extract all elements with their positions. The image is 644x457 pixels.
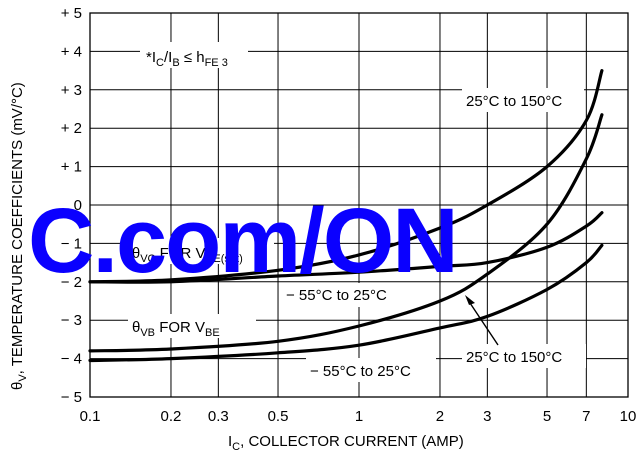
- y-tick-label: − 4: [61, 351, 82, 368]
- svg-text:− 55°C to 25°C: − 55°C to 25°C: [286, 287, 387, 304]
- annotation-theta-vc: *θVC FOR VCE(sat): [124, 238, 274, 265]
- y-tick-label: + 5: [61, 5, 82, 22]
- annotation-lower-cold: − 55°C to 25°C: [306, 358, 436, 382]
- annotation-lower-hot: 25°C to 150°C: [462, 344, 586, 368]
- x-tick-label: 2: [436, 408, 444, 425]
- annotation-upper-hot: 25°C to 150°C: [462, 88, 584, 112]
- y-axis-label: θV, TEMPERATURE COEFFICIENTS (mV/°C): [9, 82, 29, 390]
- annotation-ic-ib: *IC/IB ≤ hFE 3: [140, 42, 248, 69]
- annotation-theta-vb: θVB FOR VBE: [128, 314, 256, 339]
- y-tick-label: + 1: [61, 159, 82, 176]
- tick-labels: 0.1 0.2 0.3 0.5 1 2 3 5 7 10 + 5 + 4 + 3 + 2 + 1 0 − 1 − …: [61, 5, 637, 425]
- annotation-upper-cold: − 55°C to 25°C: [282, 283, 418, 307]
- x-tick-label: 10: [620, 408, 637, 425]
- x-tick-label: 5: [543, 408, 551, 425]
- svg-text:*IC/IB ≤ hFE 3: *IC/IB ≤ hFE 3: [146, 49, 228, 69]
- annotation-arrowhead: [465, 295, 475, 305]
- x-tick-label: 3: [483, 408, 491, 425]
- svg-text:25°C to 150°C: 25°C to 150°C: [466, 93, 562, 110]
- series-line-4: [88, 243, 604, 363]
- y-tick-label: − 2: [61, 274, 82, 291]
- svg-text:− 55°C to 25°C: − 55°C to 25°C: [310, 363, 411, 380]
- watermark: C.com/ON: [28, 190, 457, 292]
- y-tick-label: + 3: [61, 82, 82, 99]
- annotation-arrow: [467, 299, 499, 346]
- x-tick-label: 0.1: [80, 408, 101, 425]
- x-tick-label: 0.3: [208, 408, 229, 425]
- x-axis-label: IC, COLLECTOR CURRENT (AMP): [228, 433, 464, 453]
- series-line-3: [88, 113, 604, 353]
- series-line-1: [88, 69, 604, 284]
- x-tick-label: 7: [582, 408, 590, 425]
- y-tick-label: − 5: [61, 389, 82, 406]
- series-line-2: [88, 211, 604, 284]
- y-tick-label: + 4: [61, 43, 82, 60]
- y-tick-label: 0: [74, 197, 82, 214]
- svg-text:25°C to 150°C: 25°C to 150°C: [466, 349, 562, 366]
- svg-text:*θVC FOR VCE(sat): *θVC FOR VCE(sat): [126, 245, 243, 265]
- y-tick-label: + 2: [61, 120, 82, 137]
- y-tick-label: − 3: [61, 312, 82, 329]
- svg-text:θVB FOR VBE: θVB FOR VBE: [132, 319, 220, 339]
- x-tick-label: 1: [355, 408, 363, 425]
- x-tick-label: 0.5: [268, 408, 289, 425]
- x-tick-label: 0.2: [161, 408, 182, 425]
- plot-frame: [89, 12, 629, 398]
- y-tick-label: − 1: [61, 235, 82, 252]
- curves: [88, 69, 604, 363]
